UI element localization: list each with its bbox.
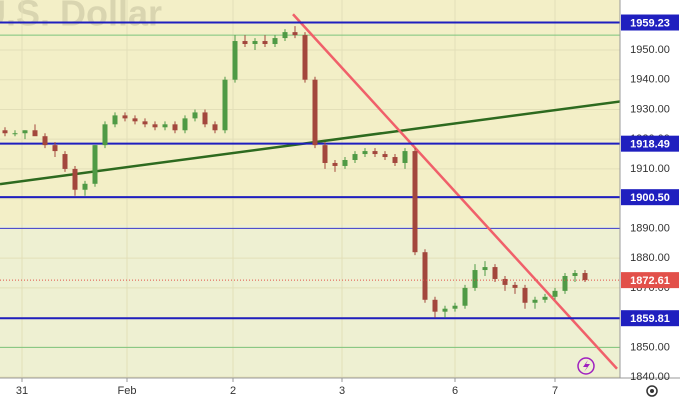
candle-body xyxy=(292,32,298,36)
y-tick-label: 1880.00 xyxy=(630,252,670,264)
candle-body xyxy=(362,151,368,155)
candle-body xyxy=(142,121,148,125)
background-upper xyxy=(0,0,620,225)
candle-body xyxy=(322,145,328,163)
candle-body xyxy=(102,124,108,146)
watermark: U.S. Dollar xyxy=(0,0,162,34)
candle-body xyxy=(132,118,138,122)
candle-body xyxy=(202,112,208,125)
y-tick-label: 1850.00 xyxy=(630,341,670,353)
level-label: 1918.49 xyxy=(630,139,670,151)
x-tick-label: Feb xyxy=(118,385,137,397)
candle-body xyxy=(192,112,198,119)
candle-body xyxy=(122,115,128,119)
candle-body xyxy=(232,41,238,80)
x-tick-label: 6 xyxy=(452,385,458,397)
x-tick-label: 2 xyxy=(230,385,236,397)
y-tick-label: 1950.00 xyxy=(630,44,670,56)
candle-body xyxy=(272,38,278,45)
y-tick-label: 1940.00 xyxy=(630,74,670,86)
x-tick-label: 3 xyxy=(339,385,345,397)
candle-body xyxy=(472,270,478,288)
candle-body xyxy=(352,154,358,161)
candle-body xyxy=(92,145,98,184)
candle-body xyxy=(112,115,118,125)
candle-body xyxy=(562,275,568,291)
candle-body xyxy=(462,287,468,306)
level-label-box xyxy=(621,189,679,206)
candle-body xyxy=(492,267,498,279)
level-label: 1859.81 xyxy=(630,313,670,325)
candle-body xyxy=(12,133,18,135)
candle-body xyxy=(262,41,268,45)
candle-body xyxy=(32,130,38,137)
level-label-box xyxy=(621,310,679,327)
candle-body xyxy=(572,273,578,276)
trend-line xyxy=(292,13,618,370)
candle-body xyxy=(22,130,28,134)
candle-body xyxy=(52,145,58,152)
level-label: 1959.23 xyxy=(630,17,670,29)
candle-body xyxy=(222,79,228,131)
candle-body xyxy=(392,157,398,163)
candle-body xyxy=(502,278,508,285)
candle-body xyxy=(522,287,528,303)
candle-body xyxy=(172,124,178,131)
candle-body xyxy=(482,267,488,271)
level-label: 1900.50 xyxy=(630,192,670,204)
candle-body xyxy=(212,124,218,131)
y-tick-label: 1930.00 xyxy=(630,103,670,115)
candle-body xyxy=(2,130,8,134)
alert-icon[interactable] xyxy=(577,357,595,375)
candle-body xyxy=(62,154,68,169)
y-tick-label: 1840.00 xyxy=(630,371,670,383)
candle-body xyxy=(382,154,388,158)
candle-body xyxy=(302,35,308,80)
candle-body xyxy=(582,273,588,281)
candle-body xyxy=(442,308,448,312)
candle-body xyxy=(242,41,248,45)
candle-body xyxy=(282,32,288,39)
candle-body xyxy=(312,79,318,146)
candle-body xyxy=(82,183,88,190)
level-label-box xyxy=(621,135,679,152)
candle-body xyxy=(332,162,338,166)
y-tick-label: 1890.00 xyxy=(630,222,670,234)
candle-body xyxy=(422,252,428,300)
candle-body xyxy=(402,151,408,163)
background-lower xyxy=(0,225,620,378)
candle-body xyxy=(372,151,378,155)
candle-body xyxy=(532,299,538,303)
candle-body xyxy=(552,290,558,297)
y-tick-label: 1910.00 xyxy=(630,163,670,175)
x-tick-label: 31 xyxy=(16,385,28,397)
candle-body xyxy=(512,284,518,288)
candle-body xyxy=(452,305,458,309)
candle-body xyxy=(342,160,348,166)
last-price-label: 1872.61 xyxy=(630,275,670,287)
candle-body xyxy=(182,118,188,131)
candle-body xyxy=(72,168,78,190)
level-label-box xyxy=(621,14,679,31)
candle-body xyxy=(412,151,418,253)
candle-body xyxy=(152,124,158,128)
candle-body xyxy=(42,136,48,146)
last-price-box xyxy=(621,272,679,289)
settings-icon[interactable] xyxy=(646,385,658,397)
candle-body xyxy=(542,296,548,300)
candle-body xyxy=(432,299,438,312)
x-tick-label: 7 xyxy=(552,385,558,397)
candle-body xyxy=(162,124,168,128)
candle-body xyxy=(252,41,258,45)
